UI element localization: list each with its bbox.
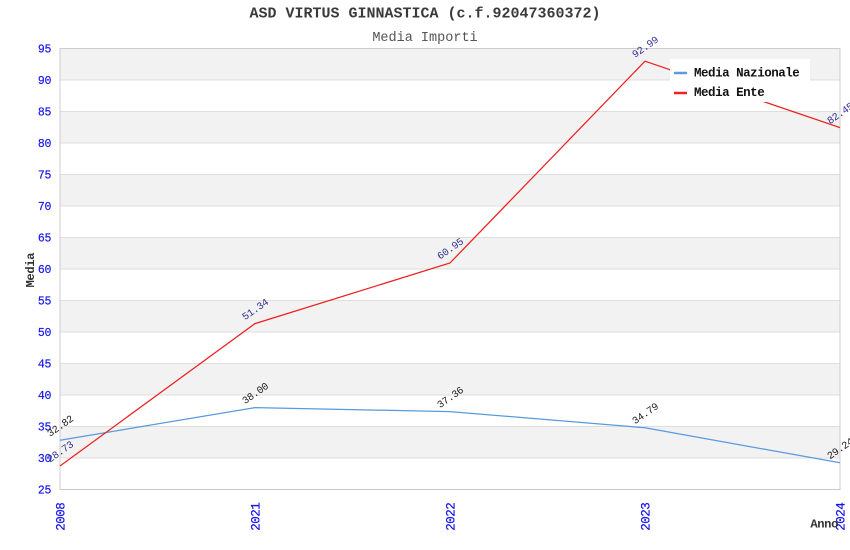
svg-text:Anno: Anno: [810, 518, 838, 532]
svg-text:45: 45: [38, 359, 52, 372]
svg-text:ASD VIRTUS GINNASTICA (c.f.920: ASD VIRTUS GINNASTICA (c.f.92047360372): [249, 6, 600, 23]
svg-text:40: 40: [38, 390, 52, 403]
svg-text:50: 50: [38, 327, 52, 340]
svg-text:95: 95: [38, 44, 52, 57]
svg-text:2022: 2022: [445, 503, 459, 531]
svg-text:25: 25: [38, 485, 52, 498]
svg-text:Media Nazionale: Media Nazionale: [694, 67, 799, 81]
svg-text:60: 60: [38, 264, 52, 277]
svg-text:80: 80: [38, 138, 52, 151]
svg-text:30: 30: [38, 453, 52, 466]
svg-text:90: 90: [38, 75, 52, 88]
svg-text:2024: 2024: [835, 503, 849, 531]
svg-text:70: 70: [38, 201, 52, 214]
svg-text:Media Ente: Media Ente: [694, 86, 764, 100]
svg-text:Media: Media: [24, 252, 38, 288]
svg-text:85: 85: [38, 107, 52, 120]
svg-text:35: 35: [38, 422, 52, 435]
svg-text:Media Importi: Media Importi: [372, 31, 477, 46]
svg-text:2023: 2023: [640, 503, 654, 531]
svg-text:55: 55: [38, 296, 52, 309]
svg-text:75: 75: [38, 170, 52, 183]
svg-text:2008: 2008: [55, 503, 69, 531]
svg-text:2021: 2021: [250, 503, 264, 531]
svg-text:65: 65: [38, 233, 52, 246]
